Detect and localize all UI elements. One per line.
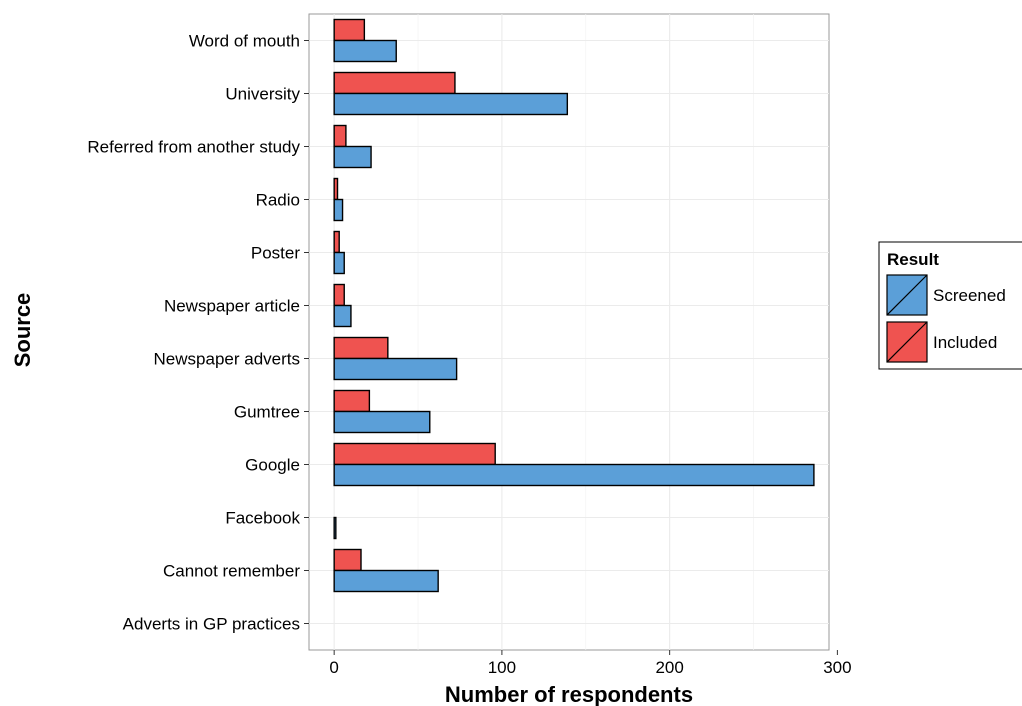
bar-screened [333, 516, 337, 540]
bar-included [333, 442, 496, 466]
legend: Result Screened Included [878, 241, 1022, 370]
y-tick-label: Referred from another study [87, 138, 300, 157]
x-tick-label: 200 [655, 658, 683, 677]
bar-screened [333, 463, 815, 487]
y-tick-label: Adverts in GP practices [123, 615, 300, 634]
plot-panel [308, 13, 830, 651]
y-tick-label: Newspaper adverts [154, 350, 300, 369]
y-tick-label: University [225, 85, 300, 104]
x-tick-label: 0 [329, 658, 338, 677]
y-tick-label: Facebook [225, 509, 300, 528]
bar-screened [333, 410, 431, 434]
bar-screened [333, 304, 352, 328]
bar-screened [333, 39, 397, 63]
bar-included [333, 283, 345, 307]
bar-included [333, 71, 456, 95]
y-tick-label: Poster [251, 244, 300, 263]
bar-included [333, 124, 347, 148]
bar-screened [333, 92, 569, 116]
x-tick-label: 300 [823, 658, 851, 677]
bar-included [333, 18, 366, 42]
bar-screened [333, 569, 439, 593]
legend-title: Result [887, 250, 939, 269]
x-axis-title: Number of respondents [445, 682, 693, 706]
bar-screened [333, 357, 458, 381]
bar-included [333, 548, 362, 572]
y-tick-label: Cannot remember [163, 562, 300, 581]
bar-screened [333, 251, 345, 275]
legend-label-included: Included [933, 333, 997, 352]
y-tick-label: Radio [256, 191, 300, 210]
bar-included [333, 230, 340, 254]
y-axis: Word of mouth University Referred from ano… [87, 32, 309, 634]
bar-included [333, 177, 339, 201]
bar-included [333, 389, 371, 413]
y-tick-label: Word of mouth [189, 32, 300, 51]
legend-label-screened: Screened [933, 286, 1006, 305]
legend-key-slash [886, 274, 928, 316]
x-axis: 0 100 200 300 [329, 650, 852, 677]
x-tick-label: 100 [488, 658, 516, 677]
bar-screened [333, 198, 344, 222]
y-tick-label: Newspaper article [164, 297, 300, 316]
y-axis-title: Source [10, 293, 35, 368]
bars [333, 18, 815, 593]
bar-included [333, 336, 389, 360]
y-tick-label: Gumtree [234, 403, 300, 422]
y-tick-label: Google [245, 456, 300, 475]
bar-screened [333, 145, 372, 169]
legend-key-slash [886, 321, 928, 363]
